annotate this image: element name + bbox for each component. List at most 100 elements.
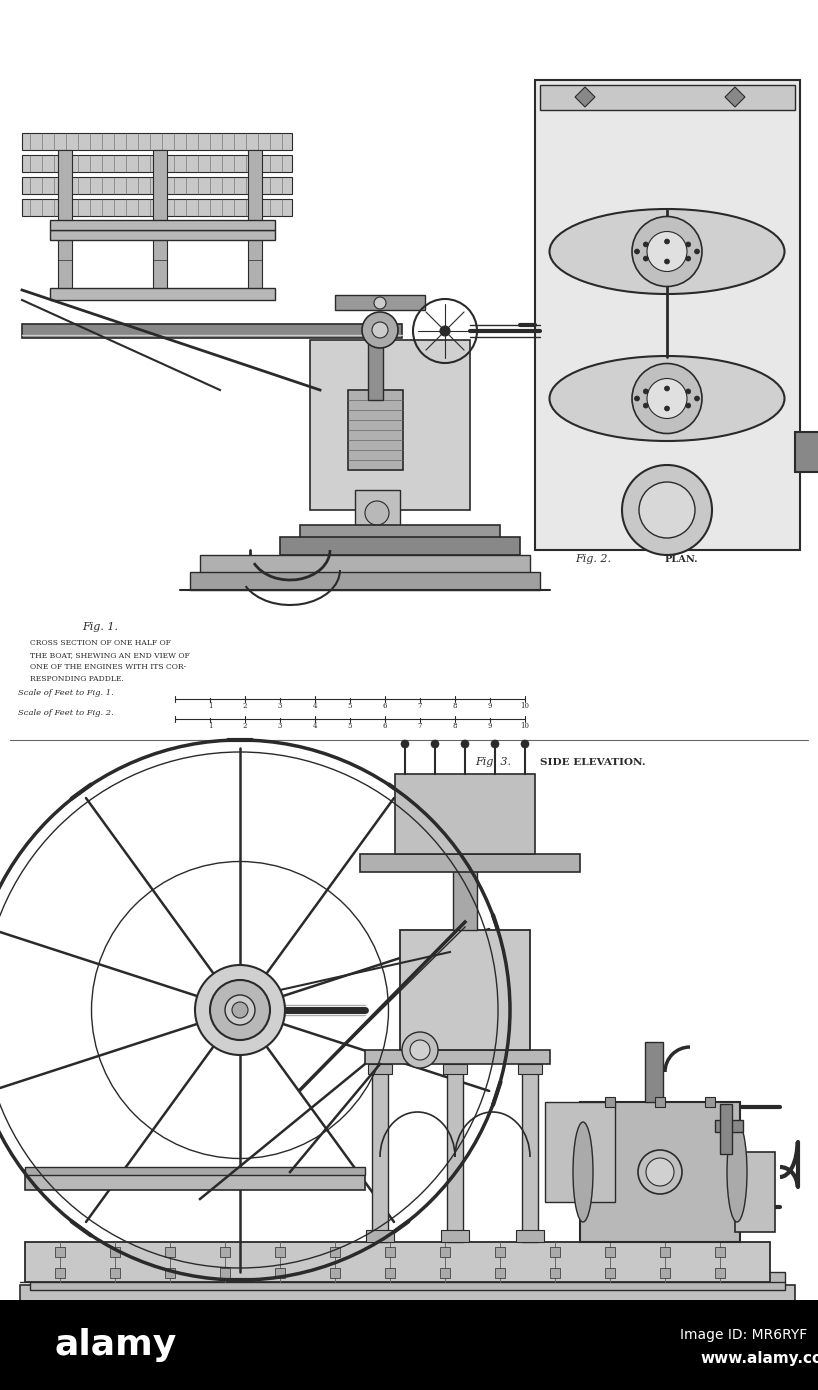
Bar xyxy=(275,1247,285,1257)
Polygon shape xyxy=(575,88,595,107)
Circle shape xyxy=(635,249,640,254)
Bar xyxy=(0,1300,818,1390)
Text: 7: 7 xyxy=(418,721,422,730)
Bar xyxy=(30,1272,785,1290)
Bar xyxy=(441,1230,469,1243)
Text: Image ID: MR6RYF: Image ID: MR6RYF xyxy=(680,1327,807,1341)
Bar xyxy=(22,324,402,338)
Text: 3: 3 xyxy=(278,702,282,710)
Circle shape xyxy=(402,1031,438,1068)
Text: Scale of Feet to Fig. 1.: Scale of Feet to Fig. 1. xyxy=(18,689,114,696)
Bar xyxy=(720,1104,732,1154)
Bar xyxy=(25,1168,365,1175)
Text: 9: 9 xyxy=(688,1337,692,1346)
Text: 5: 5 xyxy=(528,1337,533,1346)
Bar xyxy=(443,1063,467,1074)
Bar xyxy=(605,1268,615,1277)
Text: 5: 5 xyxy=(348,702,353,710)
Circle shape xyxy=(643,256,649,261)
Text: 10: 10 xyxy=(520,721,529,730)
Circle shape xyxy=(643,403,649,409)
Bar xyxy=(330,1247,340,1257)
Bar xyxy=(660,1247,670,1257)
Text: 6: 6 xyxy=(383,721,387,730)
Text: 2: 2 xyxy=(243,702,247,710)
Circle shape xyxy=(685,403,690,409)
Bar xyxy=(25,1243,770,1282)
Text: THE BOAT, SHEWING AN END VIEW OF: THE BOAT, SHEWING AN END VIEW OF xyxy=(30,651,190,659)
Circle shape xyxy=(664,386,669,391)
Bar xyxy=(368,341,383,400)
Text: 1: 1 xyxy=(208,702,212,710)
Circle shape xyxy=(410,1040,430,1061)
Bar xyxy=(50,220,275,229)
Circle shape xyxy=(638,1150,682,1194)
Text: 1: 1 xyxy=(368,1337,372,1346)
Bar xyxy=(300,525,500,539)
Circle shape xyxy=(461,739,469,748)
Bar xyxy=(200,555,530,575)
Bar xyxy=(280,537,520,555)
Polygon shape xyxy=(725,88,745,107)
Text: Fig. 2.: Fig. 2. xyxy=(575,555,611,564)
Bar xyxy=(153,150,167,291)
Bar xyxy=(50,288,275,300)
Bar xyxy=(330,1268,340,1277)
Bar xyxy=(715,1268,725,1277)
Bar xyxy=(25,1170,365,1190)
Text: Engraved by J. W.: Engraved by J. W. xyxy=(620,1314,687,1322)
Text: Fig. 3.: Fig. 3. xyxy=(475,758,511,767)
Circle shape xyxy=(685,242,690,247)
Text: RESPONDING PADDLE.: RESPONDING PADDLE. xyxy=(30,676,124,682)
Circle shape xyxy=(440,327,450,336)
Circle shape xyxy=(647,378,687,418)
Bar xyxy=(715,1120,743,1131)
Bar xyxy=(372,1062,388,1243)
Circle shape xyxy=(664,239,669,245)
Text: alamy: alamy xyxy=(55,1327,178,1362)
Ellipse shape xyxy=(550,208,784,295)
Text: 1: 1 xyxy=(208,721,212,730)
Bar xyxy=(715,1247,725,1257)
Bar xyxy=(248,150,262,291)
Bar xyxy=(385,1268,395,1277)
Bar xyxy=(335,295,425,310)
Bar xyxy=(348,391,403,470)
Bar xyxy=(366,1230,394,1243)
Ellipse shape xyxy=(573,1122,593,1222)
Text: 7: 7 xyxy=(608,1337,612,1346)
Bar xyxy=(795,432,818,473)
Bar xyxy=(400,930,530,1049)
Bar xyxy=(516,1230,544,1243)
Bar xyxy=(645,1042,663,1102)
Text: 3: 3 xyxy=(447,1337,452,1346)
Bar xyxy=(495,1247,505,1257)
Bar xyxy=(705,1097,715,1106)
Bar xyxy=(20,1284,795,1309)
Bar xyxy=(365,1049,550,1063)
Text: 8: 8 xyxy=(452,702,457,710)
Circle shape xyxy=(685,389,690,393)
Text: Drawn by Wm. Ross.: Drawn by Wm. Ross. xyxy=(35,1314,115,1322)
Circle shape xyxy=(374,297,386,309)
Bar xyxy=(275,1268,285,1277)
Text: 10: 10 xyxy=(520,702,529,710)
Circle shape xyxy=(365,500,389,525)
Ellipse shape xyxy=(550,356,784,441)
Bar xyxy=(165,1268,175,1277)
Bar xyxy=(360,853,580,872)
Circle shape xyxy=(225,995,255,1024)
Bar xyxy=(655,1097,665,1106)
Text: 6: 6 xyxy=(568,1337,573,1346)
Text: 4: 4 xyxy=(312,702,317,710)
Bar xyxy=(310,341,470,510)
Bar xyxy=(110,1247,120,1257)
Bar xyxy=(220,1247,230,1257)
Bar xyxy=(580,1102,740,1243)
Bar xyxy=(440,1247,450,1257)
Bar xyxy=(550,1247,560,1257)
Circle shape xyxy=(639,482,695,538)
Bar xyxy=(550,1268,560,1277)
Ellipse shape xyxy=(590,1137,730,1207)
Circle shape xyxy=(195,965,285,1055)
